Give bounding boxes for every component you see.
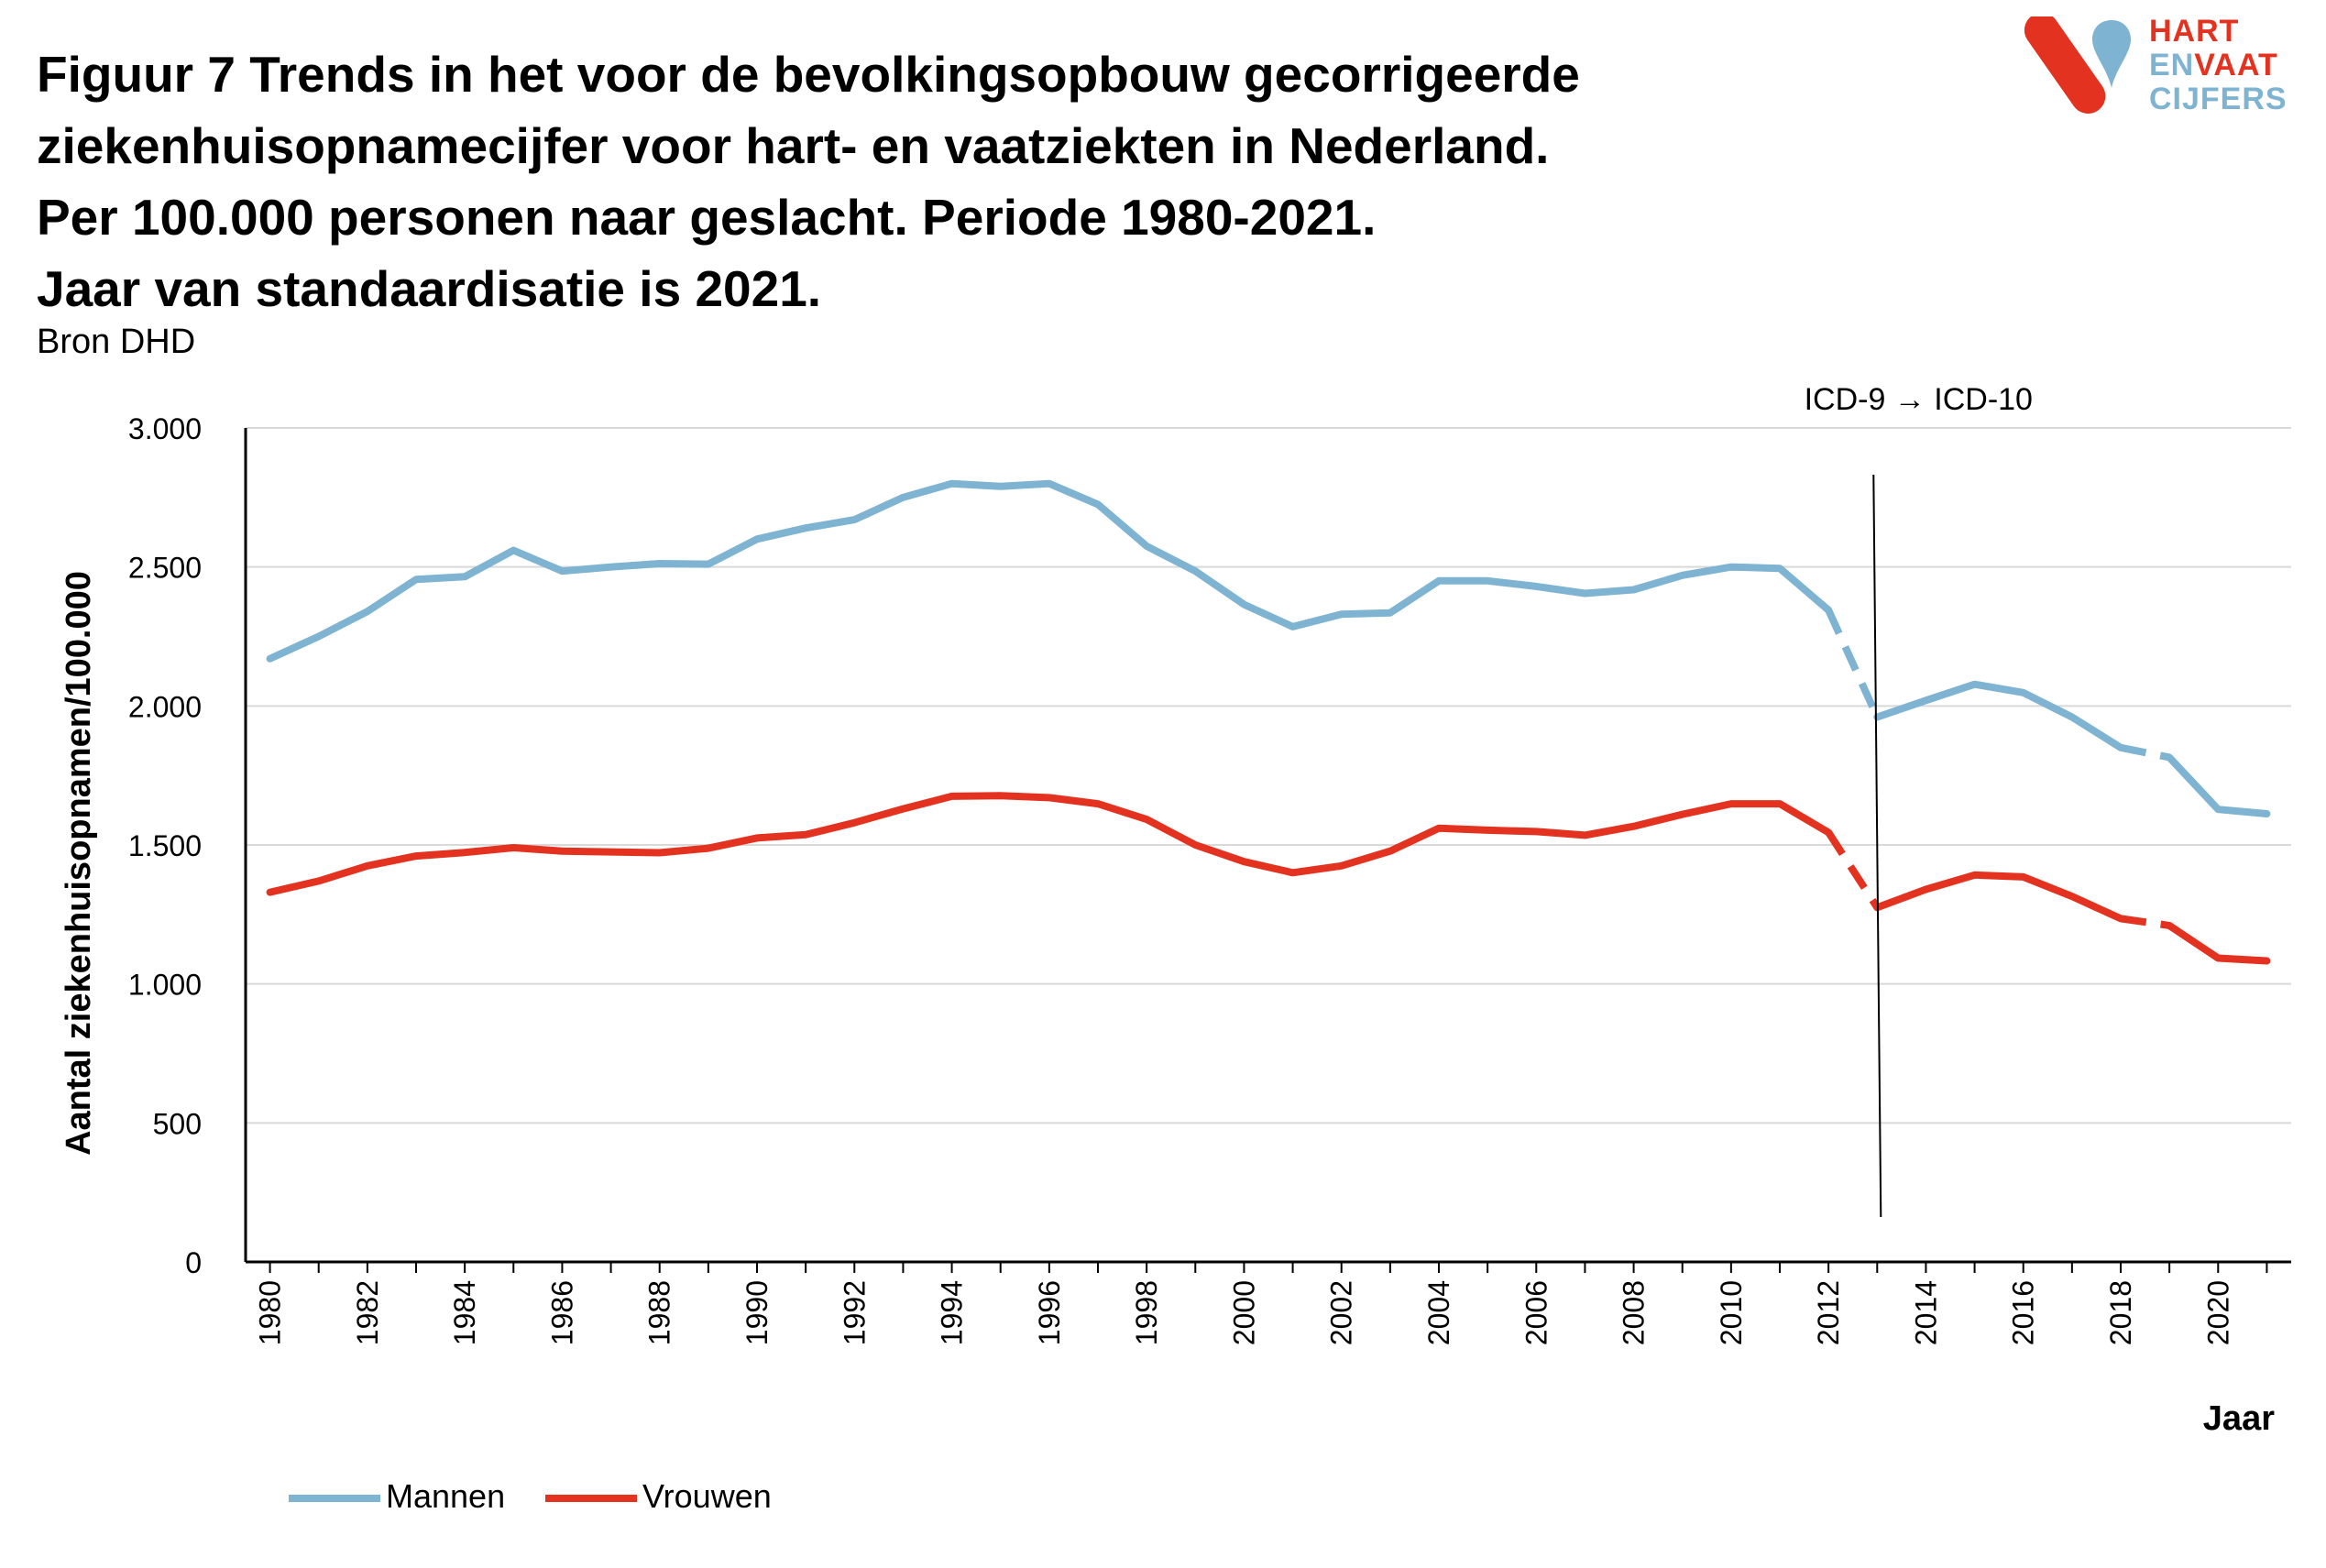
title-line-2: ziekenhuisopnamecijfer voor hart- en vaa…	[37, 117, 1550, 174]
x-tick-label: 1980	[254, 1280, 287, 1345]
annotations: ICD-9 → ICD-10	[1805, 382, 2033, 1218]
x-tick-label: 1986	[545, 1280, 578, 1345]
legend-label-vrouwen: Vrouwen	[642, 1477, 772, 1515]
chart-title: Figuur 7 Trends in het voor de bevolking…	[37, 38, 1778, 324]
logo-line-cijfers: CIJFERS	[2149, 82, 2288, 116]
y-tick-label: 3.000	[128, 412, 202, 445]
x-tick-label: 1990	[741, 1280, 774, 1345]
source-label: Bron DHD	[37, 323, 196, 361]
series-vrouwen	[266, 792, 2271, 965]
y-tick-label: 0	[185, 1246, 202, 1279]
x-tick-label: 2018	[2104, 1280, 2137, 1345]
x-tick-label: 1982	[351, 1280, 384, 1345]
axes	[244, 428, 2291, 1273]
series-line-vrouwen	[2166, 922, 2271, 965]
icd-change-label: ICD-9 → ICD-10	[1805, 382, 2033, 417]
title-line-3: Per 100.000 personen naar geslacht. Peri…	[37, 189, 1377, 246]
x-tick-label: 1994	[936, 1280, 969, 1345]
y-tick-label: 1.000	[128, 969, 202, 1002]
x-tick-label: 1988	[643, 1280, 676, 1345]
series-dashed-segment-vrouwen	[2120, 915, 2170, 929]
x-tick-label: 2000	[1227, 1280, 1260, 1345]
x-tick-label: 2008	[1618, 1280, 1651, 1345]
logo-red-bar	[2024, 16, 2106, 114]
grid-lines	[246, 427, 2291, 1124]
y-tick-label: 2.000	[128, 690, 202, 723]
hartenvaatcijfers-logo-icon	[2024, 16, 2132, 114]
legend-item-vrouwen: Vrouwen	[545, 1477, 772, 1516]
y-axis-title: Aantal ziekenhuisopnamen/100.000	[60, 571, 98, 1156]
x-tick-label: 2010	[1715, 1280, 1748, 1345]
series-dashed-segment-mannen	[2120, 743, 2170, 762]
x-tick-label: 1996	[1033, 1280, 1066, 1345]
icd-change-line	[1872, 474, 1882, 1218]
x-tick-label: 2002	[1325, 1280, 1358, 1345]
logo-en: EN	[2149, 48, 2195, 82]
title-line-4: Jaar van standaardisatie is 2021.	[37, 260, 822, 317]
x-tick-label: 2004	[1422, 1280, 1455, 1345]
series-line-mannen	[2166, 753, 2271, 817]
legend-item-mannen: Mannen	[289, 1477, 505, 1516]
series-line-vrouwen	[1873, 871, 2124, 923]
logo-line-hart: HART	[2149, 14, 2240, 49]
series-lines	[266, 479, 2271, 965]
legend-label-mannen: Mannen	[386, 1477, 506, 1515]
axis-labels: 0 500 1.000 1.500 2.000 2.500 3.000 1980 1982 198…	[60, 412, 2275, 1438]
x-tick-label: 1998	[1130, 1280, 1163, 1345]
series-mannen	[266, 479, 2271, 817]
title-line-1: Figuur 7 Trends in het voor de bevolking…	[37, 46, 1580, 103]
series-line-vrouwen	[266, 792, 1833, 896]
x-axis-title: Jaar	[2203, 1399, 2275, 1438]
logo-blue-drop	[2091, 20, 2132, 88]
series-line-mannen	[266, 479, 1833, 663]
y-tick-label: 1.500	[128, 829, 202, 862]
logo-text: HART ENVAAT CIJFERS	[2149, 15, 2288, 116]
series-line-mannen	[1873, 680, 2124, 751]
y-tick-label: 500	[153, 1107, 202, 1140]
series-dashed-segment-vrouwen	[1825, 830, 1881, 910]
x-tick-label: 2006	[1520, 1280, 1552, 1345]
x-tick-label: 2020	[2201, 1280, 2234, 1345]
x-tick-label: 1992	[838, 1280, 871, 1345]
x-tick-label: 2016	[2007, 1280, 2040, 1345]
x-tick-label: 1984	[448, 1280, 481, 1345]
x-tick-label: 2012	[1812, 1280, 1845, 1345]
legend-swatch-mannen	[289, 1495, 380, 1503]
y-tick-label: 2.500	[128, 552, 202, 585]
logo-vaat: VAAT	[2194, 48, 2278, 82]
series-dashed-segment-mannen	[1825, 609, 1881, 719]
legend-swatch-vrouwen	[545, 1495, 637, 1503]
logo-line-envaat: ENVAAT	[2149, 49, 2288, 82]
x-tick-label: 2014	[1909, 1280, 1942, 1345]
